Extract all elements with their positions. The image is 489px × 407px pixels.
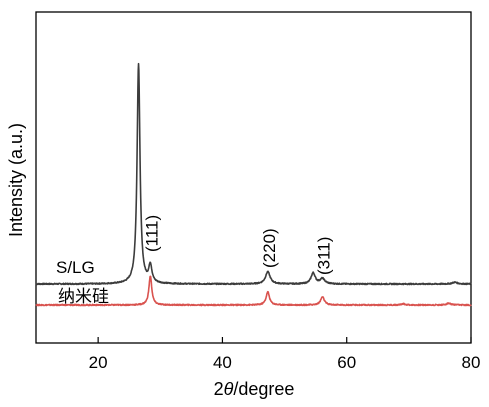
series-line-1 xyxy=(35,275,472,307)
peak-labels: (111) (220) (311) xyxy=(142,215,333,275)
series-line-0 xyxy=(35,62,472,286)
x-axis-ticks: 20 40 60 80 xyxy=(89,337,481,372)
y-axis-title: Intensity (a.u.) xyxy=(6,123,26,237)
x-tick-label: 80 xyxy=(462,353,481,372)
peak-label: (311) xyxy=(315,237,334,275)
peak-label: (111) xyxy=(142,215,161,252)
x-axis-title: 2θ/degree xyxy=(214,379,295,399)
plot-frame xyxy=(35,11,472,344)
peak-label: (220) xyxy=(260,228,279,268)
x-tick-label: 40 xyxy=(213,353,232,372)
x-tick-label: 20 xyxy=(89,353,108,372)
x-tick-label: 60 xyxy=(337,353,356,372)
series-label-slg: S/LG xyxy=(56,258,95,277)
series-lines xyxy=(35,62,472,307)
series-label-nano-si: 纳米硅 xyxy=(58,287,109,306)
